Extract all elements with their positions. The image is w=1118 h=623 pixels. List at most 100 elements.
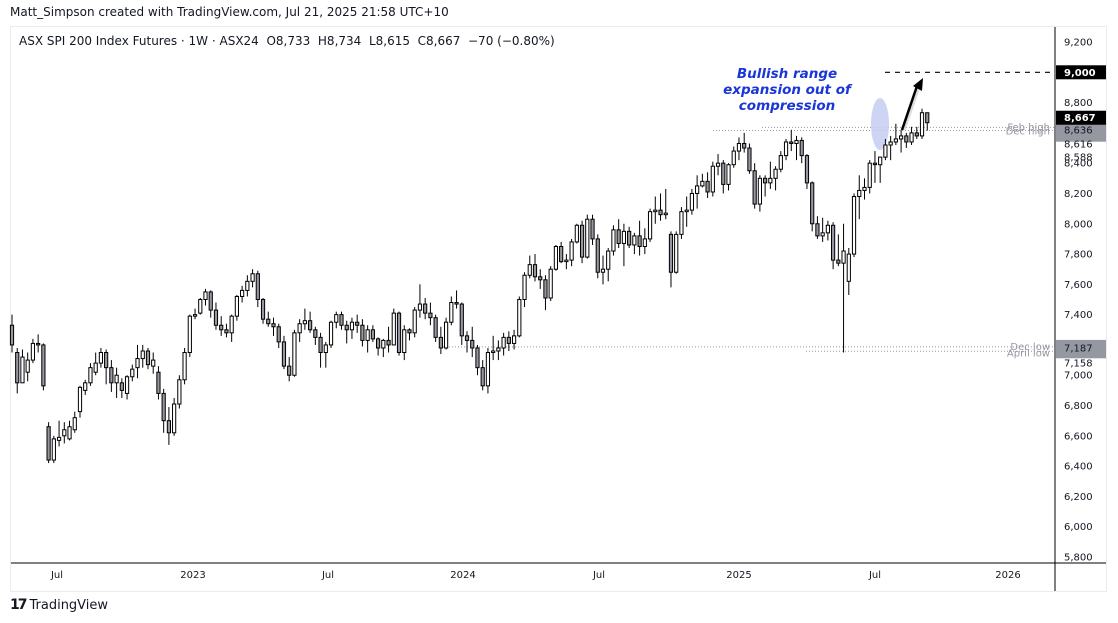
candle-body[interactable] [443,321,449,349]
candle-body[interactable] [799,139,804,157]
candle-body[interactable] [271,323,276,328]
candle-body[interactable] [370,329,375,340]
candle-body[interactable] [919,112,925,137]
candle-body[interactable] [757,177,762,205]
candle-body[interactable] [783,141,789,157]
candle-body[interactable] [30,342,36,361]
candle-body[interactable] [349,321,355,331]
candle-body[interactable] [381,339,386,349]
candle-body[interactable] [689,192,694,211]
candle-body[interactable] [182,352,187,381]
candle-body[interactable] [789,141,794,144]
candle-body[interactable] [292,332,297,376]
candle-body[interactable] [851,196,857,255]
candle-body[interactable] [731,150,736,166]
candle-body[interactable] [88,367,93,384]
candle-body[interactable] [464,335,470,341]
candle-body[interactable] [51,438,56,461]
candle-body[interactable] [768,177,773,184]
candle-body[interactable] [156,371,161,394]
candle-body[interactable] [872,162,878,166]
candle-body[interactable] [20,356,25,384]
candle-body[interactable] [574,224,579,243]
candle-body[interactable] [323,344,328,354]
candle-body[interactable] [255,273,260,300]
candle-body[interactable] [98,352,104,364]
candle-body[interactable] [140,350,145,360]
candle-body[interactable] [192,314,198,317]
candle-body[interactable] [909,132,914,143]
candle-body[interactable] [878,156,883,166]
candle-body[interactable] [250,273,255,282]
candle-body[interactable] [83,382,88,391]
candle-body[interactable] [658,209,663,216]
candle-body[interactable] [36,342,41,346]
candle-body[interactable] [496,347,501,352]
candle-body[interactable] [297,323,302,334]
candle-body[interactable] [93,362,98,373]
candle-body[interactable] [224,329,229,334]
candle-body[interactable] [543,279,548,299]
candle-body[interactable] [428,312,433,319]
candle-body[interactable] [522,274,527,301]
candle-body[interactable] [491,350,496,354]
candle-body[interactable] [501,336,506,349]
candle-body[interactable] [595,238,600,273]
candle-body[interactable] [893,138,898,143]
candle-body[interactable] [742,142,747,149]
candle-body[interactable] [752,170,757,205]
candle-body[interactable] [804,155,810,184]
candle-body[interactable] [318,336,323,354]
candle-body[interactable] [831,224,836,261]
candle-body[interactable] [9,324,15,346]
candle-body[interactable] [611,229,616,252]
candle-body[interactable] [480,367,485,387]
candle-body[interactable] [721,162,726,185]
candle-body[interactable] [208,291,213,311]
candle-body[interactable] [538,276,543,281]
candle-body[interactable] [695,185,700,194]
candle-body[interactable] [710,165,715,193]
candle-body[interactable] [700,180,705,187]
candle-body[interactable] [763,177,768,184]
candle-body[interactable] [794,139,799,144]
candle-body[interactable] [339,314,344,326]
candle-body[interactable] [25,359,30,373]
candle-body[interactable] [234,295,239,317]
candle-body[interactable] [355,321,360,326]
candle-body[interactable] [527,264,532,276]
candle-body[interactable] [198,299,203,314]
symbol-label[interactable]: ASX SPI 200 Index Futures · 1W · ASX24 [19,34,259,48]
candle-body[interactable] [219,324,224,331]
candle-body[interactable] [391,312,396,346]
candle-body[interactable] [684,209,689,213]
candle-body[interactable] [62,429,67,437]
candle-body[interactable] [423,303,428,314]
candle-body[interactable] [674,233,679,273]
candle-body[interactable] [109,367,114,384]
candle-body[interactable] [679,211,684,235]
candle-body[interactable] [810,182,815,225]
candle-body[interactable] [260,299,266,320]
candle-body[interactable] [553,245,559,270]
candle-body[interactable] [606,250,611,270]
candle-body[interactable] [449,302,454,323]
candle-body[interactable] [815,223,820,237]
candle-body[interactable] [114,374,119,384]
candle-body[interactable] [825,224,830,234]
annotation-text[interactable]: Bullish range expansion out of compressi… [712,66,862,114]
candle-body[interactable] [77,386,83,413]
candle-body[interactable] [104,352,109,369]
candle-body[interactable] [240,289,245,297]
candle-body[interactable] [600,268,606,273]
candle-body[interactable] [124,376,130,394]
candle-body[interactable] [229,315,234,334]
candle-body[interactable] [485,352,491,387]
candle-body[interactable] [46,426,51,461]
candle-body[interactable] [925,112,930,124]
candle-body[interactable] [773,168,778,179]
candle-body[interactable] [119,382,124,391]
candle-body[interactable] [161,392,166,422]
candle-body[interactable] [396,312,402,354]
